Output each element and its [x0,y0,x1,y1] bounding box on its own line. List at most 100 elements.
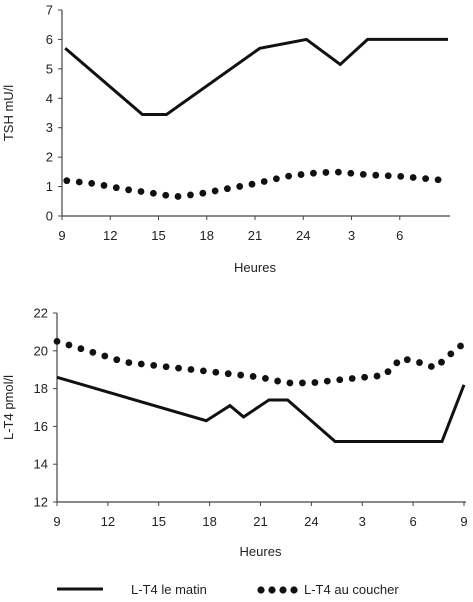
series-dot [199,367,207,375]
x-tick-label: 15 [152,514,166,529]
series-dot [75,178,83,186]
series-dot [323,377,331,385]
series-dot [416,359,423,366]
legend-dotted-swatch [257,586,298,594]
series-dot [101,352,109,360]
series-dot [237,371,245,379]
x-tick-label: 18 [202,514,216,529]
series-dot [384,172,392,180]
series-dot [397,172,405,180]
y-tick-label: 20 [34,343,48,358]
series-dot [260,178,268,185]
series-dot [272,175,280,183]
series-dot [137,188,145,195]
legend-label-matin: L-T4 le matin [131,582,207,597]
x-tick-label: 21 [248,228,262,243]
y-tick-label: 14 [34,457,48,472]
y-tick-label: 18 [34,381,48,396]
series-dot [63,177,71,185]
x-tick-label: 3 [359,514,366,529]
x-tick-label: 3 [348,228,355,243]
series-dot [457,342,464,350]
series-dot [187,191,194,199]
series-dot [89,348,97,356]
series-dot [174,193,182,200]
series-dot [322,169,330,176]
x-tick-label: 9 [58,228,65,243]
series-dot [297,171,305,178]
series-dot [137,360,145,368]
series-dot [434,176,442,184]
x-tick-label: 9 [53,514,60,529]
x-tick-label: 12 [101,514,115,529]
series-dot [162,191,170,199]
series-dot [285,172,293,180]
series-dot [286,379,294,387]
series-dot [438,358,445,366]
legend-dot [290,586,298,594]
series-dot [359,171,367,178]
y-tick-label: 5 [46,61,53,76]
x-tick-label: 6 [396,228,403,243]
series-dot [236,183,244,190]
series-dot [175,364,182,372]
series-dot [125,186,133,194]
series-dot [100,182,108,189]
x-axis-title: Heures [240,544,282,559]
y-tick-label: 7 [46,3,53,18]
series-dot [373,372,381,380]
series-dot [262,374,269,382]
series-dot [248,180,256,188]
series-dot [372,171,380,179]
legend-label-coucher: L-T4 au coucher [304,582,399,597]
series-dotted-coucher [63,168,442,200]
y-axis-title: L-T4 pmol/l [1,375,16,440]
series-dot [187,366,195,373]
y-tick-label: 22 [34,306,48,321]
series-dot [311,379,319,386]
series-dot [150,361,158,369]
y-tick-label: 2 [46,150,53,165]
y-axis-title: TSH mU/l [1,85,16,141]
x-tick-label: 6 [410,514,417,529]
series-line-matin [56,375,466,444]
series-dot [422,175,430,183]
x-tick-label: 21 [253,514,267,529]
y-tick-label: 1 [46,179,53,194]
series-dot [212,368,220,376]
series-dot [211,187,219,195]
series-dot [77,345,85,353]
series-dot [403,356,411,364]
y-tick-label: 16 [34,419,48,434]
y-tick-label: 6 [46,32,53,47]
series-dot [310,169,317,177]
series-dot [199,189,207,197]
series-dot [65,341,73,349]
legend-dot [257,586,265,594]
x-tick-label: 12 [103,228,117,243]
x-tick-label: 24 [296,228,310,243]
series-line-matin [64,37,448,116]
x-axis-title: Heures [234,260,276,275]
legend-dot [279,586,287,594]
lt4-chart: 12 14 16 18 20 22 9 12 15 18 21 24 3 6 9 Heures L-T4 pmo… [1,306,468,560]
series-dot [249,373,257,380]
series-dot [361,373,369,381]
series-dot [384,368,392,376]
x-tick-label: 18 [200,228,214,243]
x-tick-label: 9 [460,514,467,529]
series-dot [336,376,344,384]
series-dot [299,379,306,387]
series-dot [447,350,455,358]
y-tick-label: 3 [46,120,53,135]
x-tick-label: 15 [151,228,165,243]
series-dot [149,189,157,197]
y-tick-label: 12 [34,495,48,510]
series-dot [88,179,96,187]
series-dot [53,337,61,345]
y-tick-label: 4 [46,91,53,106]
series-dotted-coucher [53,337,464,387]
series-dot [274,377,282,385]
series-dot [409,174,417,181]
